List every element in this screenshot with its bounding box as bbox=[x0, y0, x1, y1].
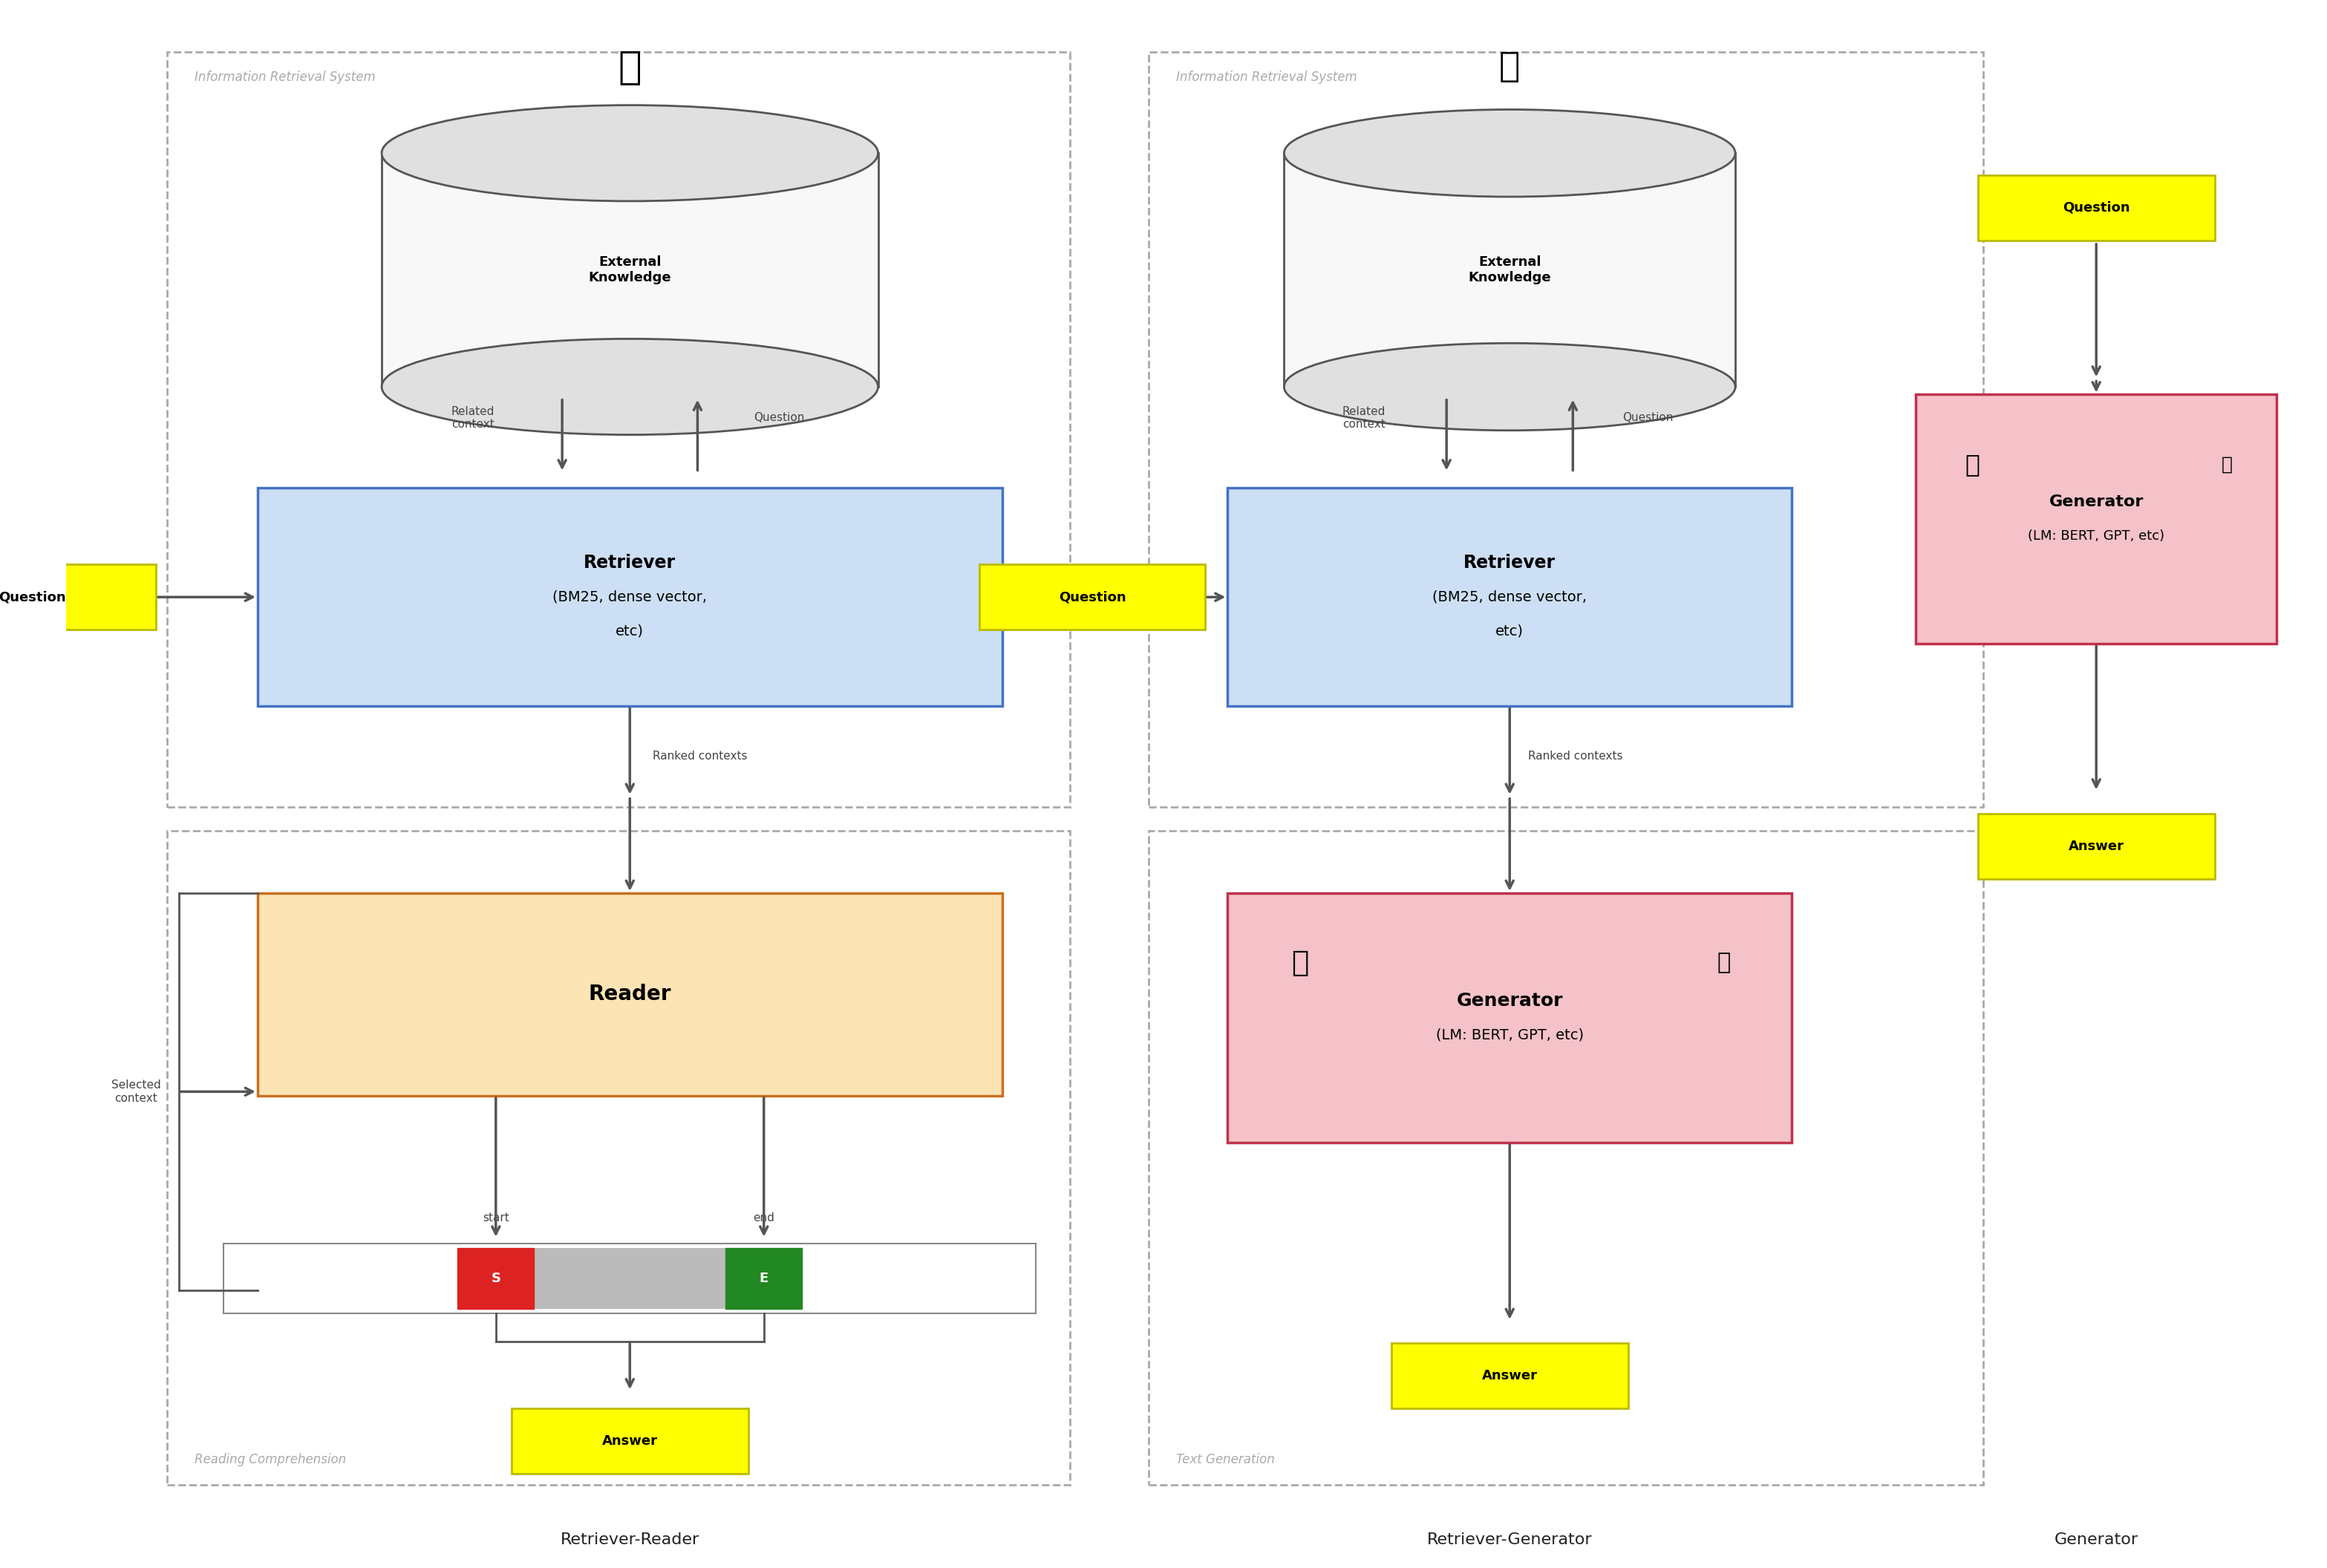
Text: Question: Question bbox=[0, 591, 65, 604]
Text: etc): etc) bbox=[617, 624, 645, 638]
FancyBboxPatch shape bbox=[1915, 395, 2276, 644]
Ellipse shape bbox=[382, 105, 877, 201]
Text: (BM25, dense vector,: (BM25, dense vector, bbox=[1433, 590, 1587, 604]
Polygon shape bbox=[382, 154, 877, 387]
Ellipse shape bbox=[1285, 343, 1736, 430]
Text: start: start bbox=[482, 1212, 510, 1223]
Text: Retriever: Retriever bbox=[1464, 554, 1557, 572]
Text: S: S bbox=[491, 1272, 500, 1286]
Text: Retriever-Reader: Retriever-Reader bbox=[561, 1532, 700, 1548]
Text: Reader: Reader bbox=[589, 983, 670, 1005]
Text: Question: Question bbox=[1059, 591, 1126, 604]
Text: 🌍: 🌍 bbox=[1499, 50, 1520, 85]
FancyBboxPatch shape bbox=[0, 564, 156, 630]
FancyBboxPatch shape bbox=[1978, 176, 2215, 240]
FancyBboxPatch shape bbox=[258, 894, 1003, 1096]
Text: External
Knowledge: External Knowledge bbox=[1468, 256, 1552, 284]
Text: etc): etc) bbox=[1496, 624, 1524, 638]
Text: External
Knowledge: External Knowledge bbox=[589, 256, 670, 284]
Text: (LM: BERT, GPT, etc): (LM: BERT, GPT, etc) bbox=[1436, 1027, 1585, 1041]
Text: 🔮: 🔮 bbox=[2222, 455, 2232, 474]
Ellipse shape bbox=[1285, 110, 1736, 196]
Text: E: E bbox=[759, 1272, 768, 1286]
Text: Answer: Answer bbox=[603, 1435, 659, 1447]
Text: Ranked contexts: Ranked contexts bbox=[1529, 751, 1622, 762]
Text: Retriever-Generator: Retriever-Generator bbox=[1426, 1532, 1592, 1548]
Text: Generator: Generator bbox=[2050, 494, 2143, 510]
Text: Generator: Generator bbox=[2055, 1532, 2139, 1548]
Text: Answer: Answer bbox=[1482, 1369, 1538, 1383]
Text: 🔮: 🔮 bbox=[1717, 952, 1731, 974]
Text: Information Retrieval System: Information Retrieval System bbox=[1175, 71, 1357, 85]
Text: Information Retrieval System: Information Retrieval System bbox=[195, 71, 375, 85]
FancyBboxPatch shape bbox=[1229, 894, 1792, 1142]
Text: Answer: Answer bbox=[2069, 839, 2125, 853]
Text: Text Generation: Text Generation bbox=[1175, 1454, 1275, 1466]
Text: Retriever: Retriever bbox=[584, 554, 675, 572]
FancyBboxPatch shape bbox=[1978, 814, 2215, 880]
Polygon shape bbox=[1285, 154, 1736, 387]
FancyBboxPatch shape bbox=[1392, 1344, 1629, 1408]
Text: Related
context: Related context bbox=[451, 406, 496, 430]
Text: Question: Question bbox=[2062, 201, 2129, 215]
FancyBboxPatch shape bbox=[458, 1248, 535, 1309]
FancyBboxPatch shape bbox=[1229, 488, 1792, 706]
Text: Ranked contexts: Ranked contexts bbox=[652, 751, 747, 762]
Text: (BM25, dense vector,: (BM25, dense vector, bbox=[551, 590, 707, 604]
FancyBboxPatch shape bbox=[535, 1248, 726, 1309]
FancyBboxPatch shape bbox=[223, 1243, 1036, 1314]
Text: Selected
context: Selected context bbox=[112, 1080, 161, 1104]
Text: 🌍: 🌍 bbox=[619, 49, 642, 86]
Text: (LM: BERT, GPT, etc): (LM: BERT, GPT, etc) bbox=[2027, 530, 2164, 543]
Text: 🤖: 🤖 bbox=[1291, 949, 1308, 977]
Text: Question: Question bbox=[754, 412, 805, 423]
Text: end: end bbox=[754, 1212, 775, 1223]
FancyBboxPatch shape bbox=[726, 1248, 803, 1309]
Text: Generator: Generator bbox=[1457, 991, 1564, 1010]
Ellipse shape bbox=[382, 339, 877, 434]
Text: Related
context: Related context bbox=[1343, 406, 1385, 430]
Text: Question: Question bbox=[1622, 412, 1673, 423]
FancyBboxPatch shape bbox=[512, 1408, 749, 1474]
Text: Reading Comprehension: Reading Comprehension bbox=[195, 1454, 347, 1466]
FancyBboxPatch shape bbox=[258, 488, 1003, 706]
FancyBboxPatch shape bbox=[980, 564, 1205, 630]
Text: 🤖: 🤖 bbox=[1964, 452, 1980, 477]
